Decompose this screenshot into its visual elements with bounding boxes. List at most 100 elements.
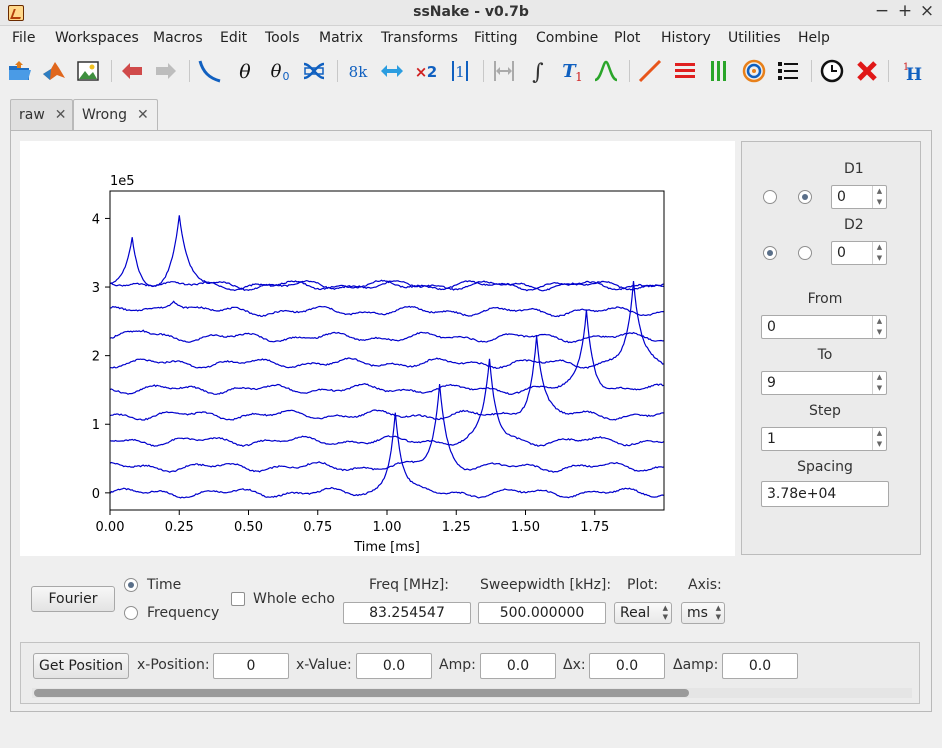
- from-label: From: [807, 291, 843, 307]
- svg-text:1: 1: [575, 70, 583, 84]
- normalize-icon[interactable]: 1: [446, 57, 474, 85]
- to-label: To: [817, 347, 833, 363]
- damp-label: Δamp:: [673, 657, 719, 673]
- svg-text:H: H: [906, 65, 922, 84]
- freq-label: Freq [MHz]:: [369, 577, 450, 593]
- menu-combine[interactable]: Combine: [536, 30, 599, 46]
- menu-file[interactable]: File: [12, 30, 36, 46]
- stack-settings-panel: D1 0 ▲ ▼ D2 0 ▲ ▼ From 0 ▲ ▼ To 9 ▲ ▼ Step 1 ▲ ▼ S…: [741, 141, 921, 555]
- svg-text:θ: θ: [239, 61, 251, 83]
- series-line-9: [109, 237, 665, 292]
- undo-icon[interactable]: [118, 57, 146, 85]
- y-tick-label: 4: [92, 212, 100, 227]
- svg-text:×: ×: [415, 63, 428, 81]
- list-icon[interactable]: [774, 57, 802, 85]
- menu-tools[interactable]: Tools: [265, 30, 300, 46]
- menu-bar: File Workspaces Macros Edit Tools Matrix…: [0, 26, 942, 52]
- x-tick-label: 1.75: [580, 520, 609, 535]
- sweepwidth-field[interactable]: 500.000000: [478, 602, 606, 624]
- series-line-0: [109, 412, 665, 499]
- baseline-icon[interactable]: [196, 57, 224, 85]
- integral-icon[interactable]: ∫: [524, 57, 552, 85]
- shift-icon[interactable]: [378, 57, 406, 85]
- stacked-line-chart[interactable]: 0.00 0.25 0.50 0.75 1.00 1.25 1.50 1.75 0 1 2 3 4 1e5…: [20, 141, 735, 556]
- frequency-radio[interactable]: [124, 606, 138, 620]
- tab-wrong[interactable]: Wrong ✕: [73, 99, 158, 131]
- x-position-field[interactable]: 0: [213, 653, 289, 679]
- x-value-field[interactable]: 0.0: [356, 653, 432, 679]
- tab-label: Wrong: [82, 107, 127, 123]
- d2-label: D2: [844, 217, 864, 233]
- plot-canvas[interactable]: 0.00 0.25 0.50 0.75 1.00 1.25 1.50 1.75 0 1 2 3 4 1e5…: [20, 141, 735, 556]
- svg-text:∫: ∫: [532, 60, 544, 84]
- get-position-button[interactable]: Get Position: [33, 653, 129, 679]
- delete-icon[interactable]: [853, 57, 881, 85]
- spacing-field[interactable]: 3.78e+04: [761, 481, 889, 507]
- d1-radio-on[interactable]: [798, 190, 812, 204]
- series-line-6: [109, 329, 665, 344]
- freq-field[interactable]: 83.254547: [343, 602, 471, 624]
- title-bar: ssNake - v0.7b − + ×: [0, 0, 942, 26]
- axis-select[interactable]: ms ▲ ▼: [681, 602, 725, 624]
- x-tick-label: 1.00: [373, 520, 402, 535]
- fourier-button[interactable]: Fourier: [31, 586, 115, 612]
- amp-label: Amp:: [439, 657, 476, 673]
- menu-workspaces[interactable]: Workspaces: [55, 30, 139, 46]
- swap-icon[interactable]: [300, 57, 328, 85]
- multiply-icon[interactable]: × 2: [412, 57, 440, 85]
- step-spinbox[interactable]: 1 ▲ ▼: [761, 427, 887, 451]
- open-folder-icon[interactable]: [6, 57, 34, 85]
- diagonal-line-icon[interactable]: [636, 57, 664, 85]
- 8k-icon[interactable]: 8k: [344, 57, 372, 85]
- minimize-icon[interactable]: −: [874, 1, 890, 21]
- plot-select[interactable]: Real ▲ ▼: [614, 602, 672, 624]
- redo-icon[interactable]: [152, 57, 180, 85]
- menu-utilities[interactable]: Utilities: [728, 30, 781, 46]
- menu-help[interactable]: Help: [798, 30, 830, 46]
- d1-radio-off[interactable]: [763, 190, 777, 204]
- menu-transforms[interactable]: Transforms: [381, 30, 458, 46]
- from-spinbox[interactable]: 0 ▲ ▼: [761, 315, 887, 339]
- series-line-4: [109, 310, 665, 396]
- contour-icon[interactable]: [740, 57, 768, 85]
- x-position-label: x-Position:: [137, 657, 210, 673]
- d2-radio-on[interactable]: [763, 246, 777, 260]
- d1-label: D1: [844, 161, 864, 177]
- close-window-icon[interactable]: ×: [919, 1, 935, 21]
- amp-field[interactable]: 0.0: [480, 653, 556, 679]
- to-spinbox[interactable]: 9 ▲ ▼: [761, 371, 887, 395]
- menu-history[interactable]: History: [661, 30, 711, 46]
- x-tick-label: 0.25: [165, 520, 194, 535]
- tab-raw[interactable]: raw ✕: [10, 99, 73, 130]
- whole-echo-checkbox[interactable]: [231, 592, 245, 606]
- clock-icon[interactable]: [818, 57, 846, 85]
- theta-icon[interactable]: θ: [231, 57, 259, 85]
- menu-plot[interactable]: Plot: [614, 30, 641, 46]
- dx-field[interactable]: 0.0: [589, 653, 665, 679]
- close-tab-icon[interactable]: ✕: [54, 107, 67, 123]
- x-tick-label: 0.50: [234, 520, 263, 535]
- x-value-label: x-Value:: [296, 657, 352, 673]
- menu-fitting[interactable]: Fitting: [474, 30, 518, 46]
- width-icon[interactable]: [490, 57, 518, 85]
- x-tick-label: 1.50: [511, 520, 540, 535]
- d2-radio-off[interactable]: [798, 246, 812, 260]
- d1-spinbox[interactable]: 0 ▲ ▼: [831, 185, 887, 209]
- menu-edit[interactable]: Edit: [220, 30, 248, 46]
- image-icon[interactable]: [74, 57, 102, 85]
- menu-macros[interactable]: Macros: [153, 30, 203, 46]
- horizontal-scrollbar-thumb[interactable]: [34, 689, 689, 697]
- time-radio[interactable]: [124, 578, 138, 592]
- stack-icon[interactable]: [671, 57, 699, 85]
- menu-matrix[interactable]: Matrix: [319, 30, 364, 46]
- peak-icon[interactable]: [592, 57, 620, 85]
- damp-field[interactable]: 0.0: [722, 653, 798, 679]
- matlab-icon[interactable]: [40, 57, 68, 85]
- maximize-icon[interactable]: +: [897, 1, 913, 21]
- array-icon[interactable]: [705, 57, 733, 85]
- close-tab-icon[interactable]: ✕: [137, 107, 149, 123]
- d2-spinbox[interactable]: 0 ▲ ▼: [831, 241, 887, 265]
